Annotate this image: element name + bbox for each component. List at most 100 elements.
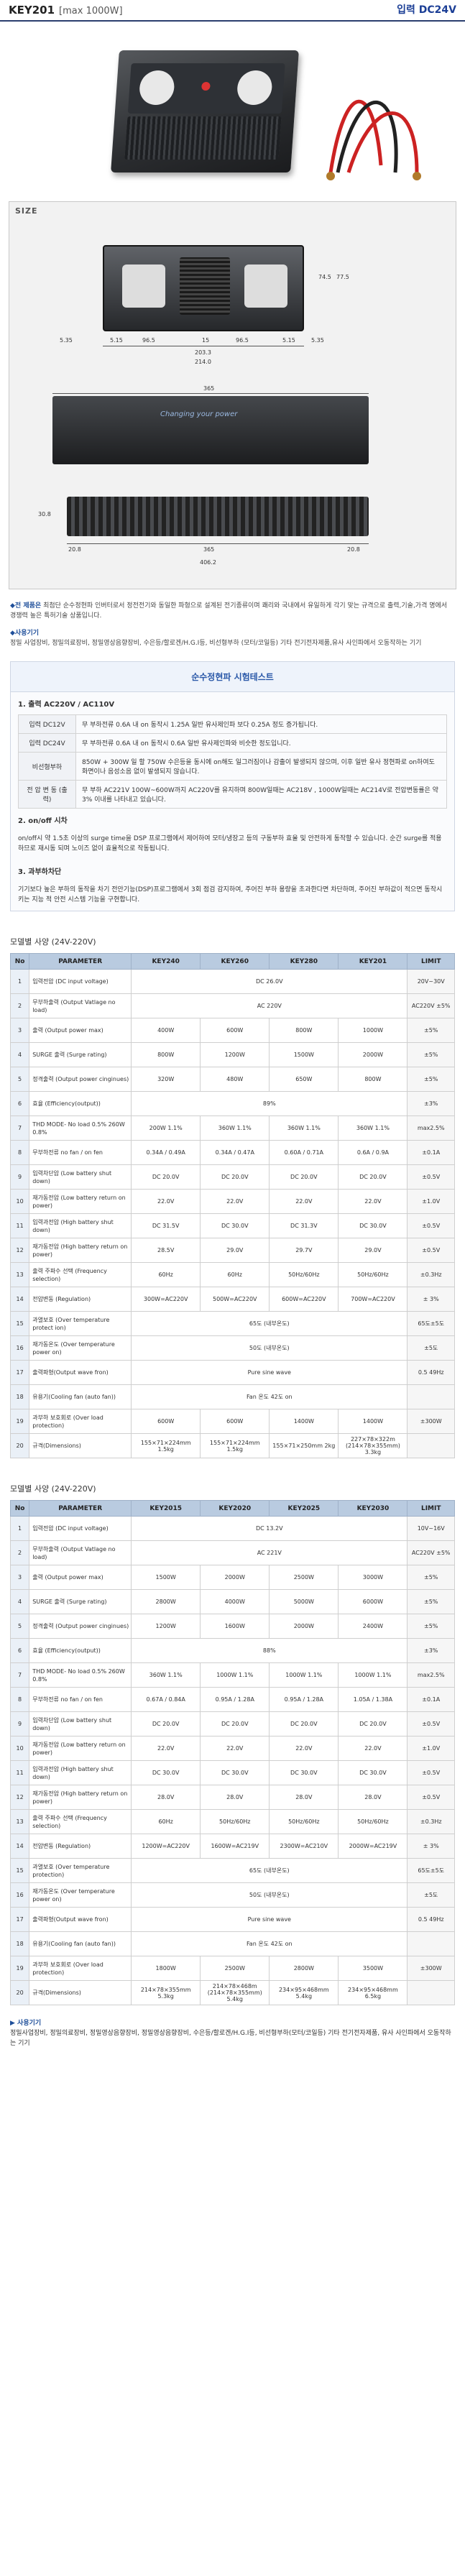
column-header: KEY280: [269, 953, 339, 970]
limit-cell: 20V~30V: [407, 969, 455, 994]
row-number: 14: [9, 1834, 30, 1859]
value-cell: 50Hz/60Hz: [200, 1809, 270, 1834]
value-cell: 1200W: [131, 1614, 201, 1639]
dim-line: [67, 543, 369, 544]
value-cell: 1600W: [200, 1614, 270, 1639]
limit-cell: ± 3%: [407, 1287, 455, 1312]
param-cell: 규격(Dimensions): [29, 1433, 132, 1458]
size-diagram: SIZE 5.35 5.15 96.5 15 96.5 5.15 5.35 20…: [9, 201, 456, 589]
value-cell: AC 221V: [131, 1540, 408, 1565]
value-cell: DC 30.0V: [269, 1760, 339, 1785]
param-cell: 과열보호 (Over temperature protect ion): [29, 1311, 132, 1336]
use-text: 정밀 사업장비, 정밀의료장비, 정밀영상음향장비, 수은등/할로겐/H.G.I…: [10, 640, 422, 647]
table-row: 7 THD MODE- No load 0.5% 260W 0.8% 360W 1.…: [9, 1662, 455, 1688]
value-cell: 28.5V: [131, 1238, 201, 1263]
row-number: 14: [9, 1287, 30, 1312]
row-number: 3: [9, 1565, 30, 1590]
param-cell: 전압변동 (Regulation): [29, 1287, 132, 1312]
test-key: 전 압 변 동 (출력): [18, 780, 76, 809]
value-cell: 1000W 1.1%: [200, 1662, 270, 1688]
param-cell: SURGE 출력 (Surge rating): [29, 1589, 132, 1614]
param-cell: 과열보호 (Over temperature protection): [29, 1858, 132, 1883]
row-number: 1: [9, 969, 30, 994]
value-cell: 28.0V: [200, 1785, 270, 1810]
row-number: 20: [9, 1980, 30, 2005]
value-cell: 1200W: [200, 1042, 270, 1067]
value-cell: 5000W: [269, 1589, 339, 1614]
test-value: 무 부하전류 0.6A 내 on 동작시 0.6A 일반 유사제인파와 비슷한 …: [75, 733, 447, 753]
param-cell: 재가동온도 (Over temperature power on): [29, 1335, 132, 1361]
value-cell: DC 20.0V: [269, 1711, 339, 1736]
product-text: Changing your power: [160, 410, 238, 418]
row-number: 4: [9, 1042, 30, 1067]
limit-cell: 65도±5도: [407, 1858, 455, 1883]
table-row: 4 SURGE 출력 (Surge rating) 800W 1200W 1500W 20…: [9, 1042, 455, 1067]
test-key: 비선형부하: [18, 752, 76, 781]
row-number: 15: [9, 1858, 30, 1883]
table-row: 입력 DC12V 무 부하전류 0.6A 내 on 동작시 1.25A 일반 유사…: [18, 714, 447, 734]
value-cell: 500W=AC220V: [200, 1287, 270, 1312]
test-section-2-text: on/off시 약 1.5초 이상의 surge time을 DSP 프로그램에…: [18, 835, 442, 852]
value-cell: 214×78×468m (214×78×355mm) 5.4kg: [200, 1980, 270, 2005]
limit-cell: ± 3%: [407, 1834, 455, 1859]
test-section-3: 3. 과부하차단: [18, 868, 62, 876]
limit-cell: ±0.5V: [407, 1238, 455, 1263]
table-row: 4 SURGE 출력 (Surge rating) 2800W 4000W 5000W 6…: [9, 1589, 455, 1614]
size-label: SIZE: [15, 206, 38, 216]
table-row: 14 전압변동 (Regulation) 300W=AC220V 500W=AC220…: [9, 1287, 455, 1312]
row-number: 4: [9, 1589, 30, 1614]
row-number: 7: [9, 1662, 30, 1688]
param-cell: 유용기(Cooling fan (auto fan)): [29, 1384, 132, 1409]
table-row: 비선형부하 850W + 300W 일 할 750W 수은등을 동시에 on해도 …: [18, 752, 447, 781]
value-cell: 4000W: [200, 1589, 270, 1614]
outlet-icon: [244, 264, 287, 308]
row-number: 11: [9, 1760, 30, 1785]
limit-cell: ±0.1A: [407, 1140, 455, 1165]
param-cell: 무부하전류 no fan / on fen: [29, 1140, 132, 1165]
value-cell: 155×71×250mm 2kg: [269, 1433, 339, 1458]
row-number: 6: [9, 1091, 30, 1116]
value-cell: 800W: [338, 1067, 408, 1092]
limit-cell: max2.5%: [407, 1662, 455, 1688]
fan-grill-icon: [180, 257, 230, 315]
value-cell: 360W 1.1%: [200, 1116, 270, 1141]
side-view: [67, 497, 369, 536]
spec2-title: 모델별 사양 (24V-220V): [10, 1484, 96, 1494]
test-section-1: 1. 출력 AC220V / AC110V: [18, 701, 115, 709]
dim-label: 5.15: [110, 337, 123, 344]
value-cell: 2300W=AC210V: [269, 1834, 339, 1859]
value-cell: 50Hz/60Hz: [269, 1809, 339, 1834]
value-cell: DC 20.0V: [200, 1164, 270, 1190]
limit-cell: ±0.5V: [407, 1785, 455, 1810]
test-section-2: 2. on/off 시차: [18, 817, 68, 825]
value-cell: 0.34A / 0.49A: [131, 1140, 201, 1165]
test-value: 무 부하전류 0.6A 내 on 동작시 1.25A 일반 유사제인파 보다 0…: [75, 714, 447, 734]
table-row: 11 입력과전압 (High battery shut down) DC 31.5V…: [9, 1213, 455, 1238]
dim-label: 5.35: [311, 337, 324, 344]
row-number: 18: [9, 1931, 30, 1956]
value-cell: 2000W: [269, 1614, 339, 1639]
value-cell: 0.95A / 1.28A: [200, 1687, 270, 1712]
table-row: 19 과부하 보호회로 (Over load protection) 1800W 25…: [9, 1956, 455, 1981]
row-number: 9: [9, 1164, 30, 1190]
value-cell: 0.6A / 0.9A: [338, 1140, 408, 1165]
limit-cell: ±3%: [407, 1091, 455, 1116]
column-header: No: [9, 953, 30, 970]
outlet-panel: [127, 63, 285, 114]
dim-label: 15: [202, 337, 210, 344]
outlet-icon: [236, 70, 273, 105]
test-box-title: 순수정현파 시험테스트: [11, 662, 454, 692]
table-header-row: No PARAMETER KEY240 KEY260 KEY280 KEY201 LIMIT: [9, 953, 455, 970]
tagline: ◆전 제품은: [10, 602, 42, 610]
value-cell: 3500W: [338, 1956, 408, 1981]
row-number: 19: [9, 1956, 30, 1981]
value-cell: 1800W: [131, 1956, 201, 1981]
row-number: 7: [9, 1116, 30, 1141]
value-cell: DC 20.0V: [338, 1164, 408, 1190]
table-row: 7 THD MODE- No load 0.5% 260W 0.8% 200W 1.…: [9, 1116, 455, 1141]
table-row: 9 입력차단압 (Low battery shut down) DC 20.0V DC…: [9, 1711, 455, 1736]
value-cell: DC 13.2V: [131, 1516, 408, 1541]
value-cell: 22.0V: [338, 1189, 408, 1214]
spec-table-1: No PARAMETER KEY240 KEY260 KEY280 KEY201 LIMIT…: [9, 953, 455, 1458]
value-cell: 2500W: [200, 1956, 270, 1981]
